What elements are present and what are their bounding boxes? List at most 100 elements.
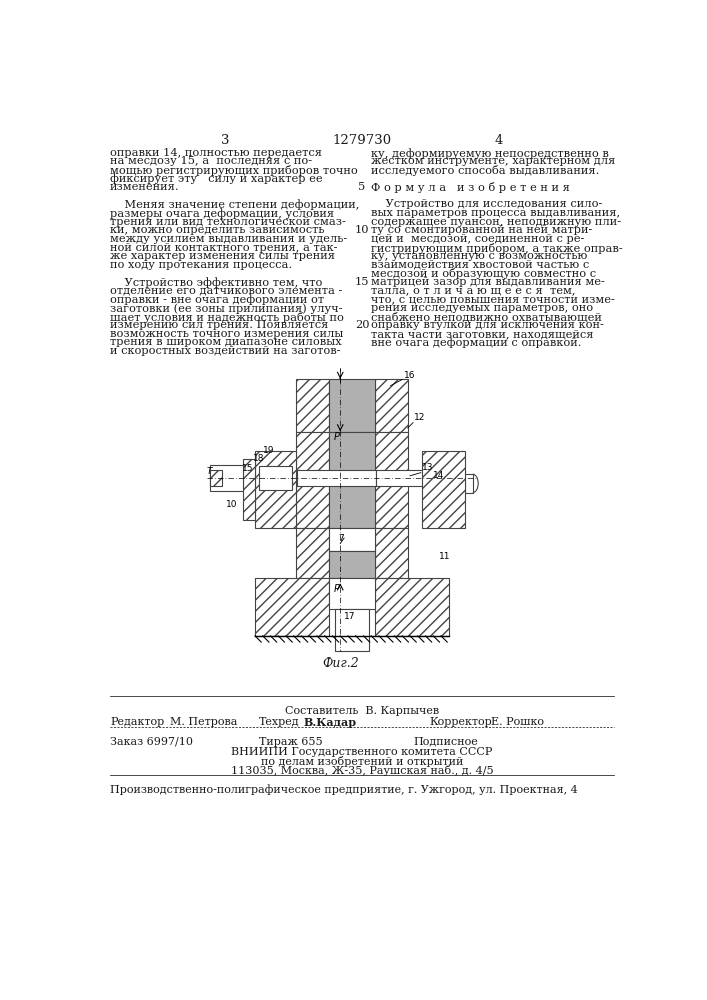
Text: T: T <box>207 467 212 476</box>
Text: Подписное: Подписное <box>414 737 479 747</box>
Text: трения или вид технологической смаз-: трения или вид технологической смаз- <box>110 217 346 227</box>
Text: 1279730: 1279730 <box>332 134 392 147</box>
Text: 18: 18 <box>252 454 264 463</box>
Bar <box>335 609 369 651</box>
Text: оправки - вне очага деформации от: оправки - вне очага деформации от <box>110 294 325 305</box>
Text: оправку втулкой для исключения кон-: оправку втулкой для исключения кон- <box>371 320 604 330</box>
Text: 7: 7 <box>338 534 344 543</box>
Text: ку, установленную с возможностью: ку, установленную с возможностью <box>371 251 588 261</box>
Text: Меняя значение степени деформации,: Меняя значение степени деформации, <box>110 199 359 210</box>
Text: Редактор: Редактор <box>110 717 164 727</box>
Bar <box>255 578 329 636</box>
Text: 19: 19 <box>263 446 274 455</box>
Text: такта части заготовки, находящейся: такта части заготовки, находящейся <box>371 329 594 339</box>
Text: Устройство для исследования сило-: Устройство для исследования сило- <box>371 199 602 209</box>
Bar <box>210 470 223 486</box>
Text: 14: 14 <box>433 471 445 480</box>
Text: по делам изобретений и открытий: по делам изобретений и открытий <box>261 756 463 767</box>
Text: ВНИИПИ Государственного комитета СССР: ВНИИПИ Государственного комитета СССР <box>231 747 493 757</box>
Bar <box>375 379 408 432</box>
Text: на месдозу 15, а  последняя с по-: на месдозу 15, а последняя с по- <box>110 156 312 166</box>
Text: вне очага деформации с оправкой.: вне очага деформации с оправкой. <box>371 337 582 348</box>
Text: ку, деформируемую непосредственно в: ку, деформируемую непосредственно в <box>371 148 609 159</box>
Bar <box>210 470 297 486</box>
Bar <box>255 451 296 528</box>
Bar <box>296 432 329 528</box>
Text: и скоростных воздействий на заготов-: и скоростных воздействий на заготов- <box>110 346 341 356</box>
Bar <box>296 528 329 578</box>
Text: 20: 20 <box>355 320 369 330</box>
Text: ту со смонтированной на ней матри-: ту со смонтированной на ней матри- <box>371 225 592 235</box>
Text: жестком инструменте, характерном для: жестком инструменте, характерном для <box>371 156 616 166</box>
Text: между усилием выдавливания и удель-: между усилием выдавливания и удель- <box>110 234 347 244</box>
Text: 11: 11 <box>438 552 450 561</box>
Bar <box>375 578 449 636</box>
Text: Ф о р м у л а   и з о б р е т е н и я: Ф о р м у л а и з о б р е т е н и я <box>371 182 570 193</box>
Text: Корректор: Корректор <box>429 717 492 727</box>
Text: ной силой контактного трения, а так-: ной силой контактного трения, а так- <box>110 243 337 253</box>
Text: 16: 16 <box>404 371 415 380</box>
Bar <box>243 459 255 520</box>
Text: оправки 14, полностью передается: оправки 14, полностью передается <box>110 148 322 158</box>
Text: 10: 10 <box>355 225 369 235</box>
Text: месдозой и образующую совместно с: месдозой и образующую совместно с <box>371 268 597 279</box>
Text: 13: 13 <box>421 463 433 472</box>
Text: измерению сил трения. Появляется: измерению сил трения. Появляется <box>110 320 329 330</box>
Text: Техред: Техред <box>259 717 300 727</box>
Text: шает условия и надежность работы по: шает условия и надежность работы по <box>110 312 344 323</box>
Text: отделение его датчикового элемента -: отделение его датчикового элемента - <box>110 286 342 296</box>
Text: трения в широком диапазоне силовых: трения в широком диапазоне силовых <box>110 337 341 347</box>
Text: исследуемого способа выдавливания.: исследуемого способа выдавливания. <box>371 165 600 176</box>
Text: взаимодействия хвостовой частью с: взаимодействия хвостовой частью с <box>371 260 590 270</box>
Text: ки, можно определить зависимость: ки, можно определить зависимость <box>110 225 325 235</box>
Text: изменения.: изменения. <box>110 182 180 192</box>
Text: Составитель  В. Карпычев: Составитель В. Карпычев <box>285 706 439 716</box>
Bar <box>296 379 329 432</box>
Text: фиксирует эту   силу и характер ее: фиксирует эту силу и характер ее <box>110 174 322 184</box>
Text: 3: 3 <box>221 134 230 147</box>
Text: 5: 5 <box>358 182 366 192</box>
Bar <box>329 528 375 551</box>
Text: P: P <box>334 584 340 594</box>
Text: Е. Рошко: Е. Рошко <box>491 717 544 727</box>
Text: 17: 17 <box>344 612 356 621</box>
Text: заготовки (ее зоны прилипания) улуч-: заготовки (ее зоны прилипания) улуч- <box>110 303 343 314</box>
Text: В.Кадар: В.Кадар <box>304 717 357 728</box>
Bar <box>329 432 375 528</box>
Text: талла, о т л и ч а ю щ е е с я  тем,: талла, о т л и ч а ю щ е е с я тем, <box>371 286 575 296</box>
Text: 10: 10 <box>226 500 237 509</box>
Text: содержащее пуансон, неподвижную пли-: содержащее пуансон, неподвижную пли- <box>371 217 621 227</box>
Text: 12: 12 <box>414 413 425 422</box>
Bar <box>297 470 376 486</box>
Text: же характер изменения силы трения: же характер изменения силы трения <box>110 251 335 261</box>
Bar <box>259 466 292 490</box>
Bar <box>375 432 408 528</box>
Bar <box>329 551 375 578</box>
Bar <box>329 578 375 609</box>
Text: возможность точного измерения силы: возможность точного измерения силы <box>110 329 344 339</box>
Text: Фиг.2: Фиг.2 <box>322 657 358 670</box>
Bar <box>329 379 375 432</box>
Bar <box>210 465 243 491</box>
Text: вых параметров процесса выдавливания,: вых параметров процесса выдавливания, <box>371 208 620 218</box>
Bar <box>421 451 465 528</box>
Text: мощью регистрирующих приборов точно: мощью регистрирующих приборов точно <box>110 165 358 176</box>
Text: 4: 4 <box>495 134 503 147</box>
Text: по ходу протекания процесса.: по ходу протекания процесса. <box>110 260 292 270</box>
Text: размеры очага деформации, условия: размеры очага деформации, условия <box>110 208 334 219</box>
Text: снабжено неподвижно охватывающей: снабжено неподвижно охватывающей <box>371 312 602 322</box>
Text: М. Петрова: М. Петрова <box>170 717 237 727</box>
Bar <box>465 474 473 493</box>
Bar <box>375 528 408 578</box>
Text: 113035, Москва, Ж-35, Раушская наб., д. 4/5: 113035, Москва, Ж-35, Раушская наб., д. … <box>230 765 493 776</box>
Text: Устройство эффективно тем, что: Устройство эффективно тем, что <box>110 277 322 288</box>
Text: Тираж 655: Тираж 655 <box>259 737 322 747</box>
Text: матрицей зазор для выдавливания ме-: матрицей зазор для выдавливания ме- <box>371 277 605 287</box>
Text: 15: 15 <box>242 464 253 473</box>
Text: рения исследуемых параметров, оно: рения исследуемых параметров, оно <box>371 303 593 313</box>
Bar <box>376 470 465 486</box>
Text: P: P <box>334 432 340 442</box>
Text: что, с целью повышения точности изме-: что, с целью повышения точности изме- <box>371 294 615 304</box>
Text: гистрирующим прибором, а также оправ-: гистрирующим прибором, а также оправ- <box>371 243 623 254</box>
Text: Производственно-полиграфическое предприятие, г. Ужгород, ул. Проектная, 4: Производственно-полиграфическое предприя… <box>110 785 578 795</box>
